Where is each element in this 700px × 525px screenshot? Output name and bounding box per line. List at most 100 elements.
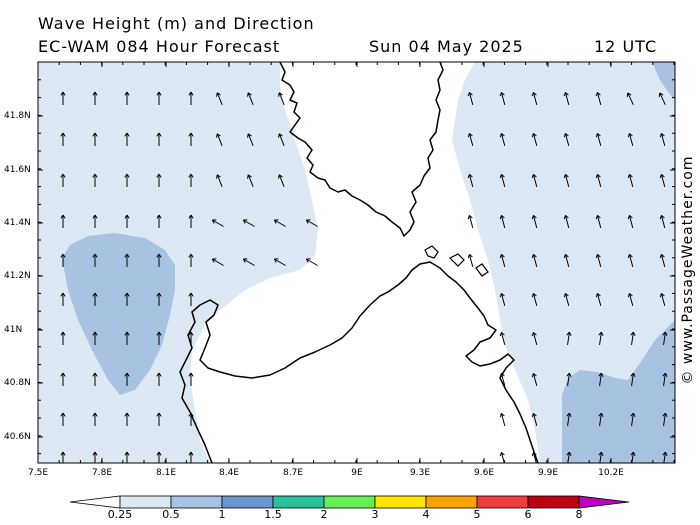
wave-arrow-icon [662, 412, 668, 427]
legend-color-segment [170, 495, 223, 509]
y-tick: 40.8N [4, 378, 31, 388]
wave-arrow-icon [60, 331, 66, 345]
wave-arrow-icon [566, 412, 572, 427]
legend-color-segment [221, 495, 274, 509]
wave-arrow-icon [92, 412, 98, 426]
wave-arrow-icon [124, 372, 130, 386]
legend-color-segment [476, 495, 529, 509]
wave-arrow-icon [658, 92, 666, 105]
wave-arrow-icon [499, 91, 506, 106]
wave-arrow-icon [216, 92, 223, 105]
wave-arrow-icon [92, 173, 98, 187]
wave-arrow-icon [659, 173, 666, 188]
forecast-time: 12 UTC [594, 37, 658, 56]
wave-arrow-icon [499, 214, 506, 229]
y-tick: 40.6N [4, 432, 31, 442]
wave-arrow-icon [60, 412, 66, 426]
wave-arrow-icon [563, 214, 570, 229]
wave-arrow-icon [305, 258, 318, 266]
wave-arrow-icon [156, 91, 162, 105]
wave-arrow-icon [563, 292, 570, 307]
wave-arrow-icon [467, 253, 474, 268]
wave-arrow-icon [563, 173, 570, 188]
y-tick: 41.4N [4, 218, 31, 228]
sardinia-coastline [179, 261, 539, 463]
legend-color-segment [374, 495, 427, 509]
wave-arrow-icon [273, 219, 286, 227]
wave-arrow-icon [499, 331, 506, 346]
sea-moderate-area-southeast [562, 320, 675, 463]
wave-arrow-icon [124, 91, 130, 105]
wave-arrow-icon [278, 174, 285, 187]
wave-arrow-icon [216, 133, 223, 146]
wave-arrow-icon [92, 372, 98, 386]
y-tick: 41.6N [4, 165, 31, 175]
wave-arrow-icon [60, 253, 66, 267]
wave-arrow-icon [124, 214, 130, 228]
wave-arrow-icon [662, 372, 668, 387]
x-tick: 8.7E [283, 468, 303, 478]
wave-arrow-icon [156, 292, 162, 306]
wave-arrow-icon [566, 331, 572, 346]
wave-arrow-icon [92, 331, 98, 345]
wave-arrow-icon [60, 372, 66, 386]
land-mass [190, 62, 540, 463]
wave-arrow-icon [499, 372, 506, 387]
wave-arrow-icon [247, 133, 254, 146]
wave-arrow-icon [92, 253, 98, 267]
wave-arrow-icon [211, 258, 224, 266]
x-tick: 10.2E [598, 468, 624, 478]
wave-arrow-icon [659, 253, 666, 268]
wave-height-colorbar [69, 495, 630, 509]
wave-arrow-icon [156, 214, 162, 228]
legend-label: 8 [575, 508, 583, 521]
wave-arrow-icon [156, 132, 162, 146]
wave-arrow-icon [630, 372, 636, 387]
wave-arrow-icon [630, 331, 636, 346]
y-tick: 41N [4, 325, 23, 335]
legend-color-segment [323, 495, 376, 509]
legend-color-segment [527, 495, 580, 509]
wave-arrow-icon [563, 253, 570, 268]
wave-arrow-icon [531, 253, 538, 268]
island-coastline [424, 245, 489, 277]
wave-arrow-icon [242, 219, 255, 227]
forecast-date: Sun 04 May 2025 [369, 37, 524, 56]
wave-arrow-icon [531, 173, 538, 188]
wave-arrow-icon [659, 214, 666, 229]
x-tick: 7.5E [28, 468, 48, 478]
wave-arrow-icon [627, 292, 634, 307]
wave-arrow-icon [659, 292, 666, 307]
corsica-coastline [279, 62, 444, 237]
legend-color-segment [119, 495, 172, 509]
wave-arrow-icon [278, 92, 285, 105]
wave-arrow-icon [595, 132, 602, 147]
wave-arrow-icon [124, 412, 130, 426]
wave-arrow-icon [156, 173, 162, 187]
wave-arrow-icon [188, 132, 194, 146]
wave-arrow-icon [124, 331, 130, 345]
legend-label: 0.5 [162, 508, 180, 521]
wave-arrow-icon [467, 91, 474, 106]
wave-arrow-icon [188, 91, 194, 105]
wave-arrow-icon [598, 372, 604, 387]
y-tick: 41.8N [4, 111, 31, 121]
wave-arrow-icon [92, 91, 98, 105]
wave-arrow-icon [188, 412, 194, 426]
sea-moderate-area-northeast [652, 62, 675, 100]
y-tick: 41.2N [4, 271, 31, 281]
x-tick: 9E [351, 468, 363, 478]
wave-arrow-icon [627, 253, 634, 268]
wave-arrow-icon [630, 412, 636, 427]
x-tick: 8.1E [156, 468, 176, 478]
wave-arrow-icon [598, 412, 604, 427]
map-title: Wave Height (m) and Direction [38, 14, 315, 33]
wave-arrow-icon [563, 132, 570, 147]
wave-arrow-icon [211, 219, 224, 227]
legend-label: 1.5 [264, 508, 282, 521]
wave-arrow-icon [60, 91, 66, 105]
wave-arrow-icon [531, 372, 538, 387]
wave-arrow-icon [188, 292, 194, 306]
wave-arrow-icon [627, 173, 634, 188]
